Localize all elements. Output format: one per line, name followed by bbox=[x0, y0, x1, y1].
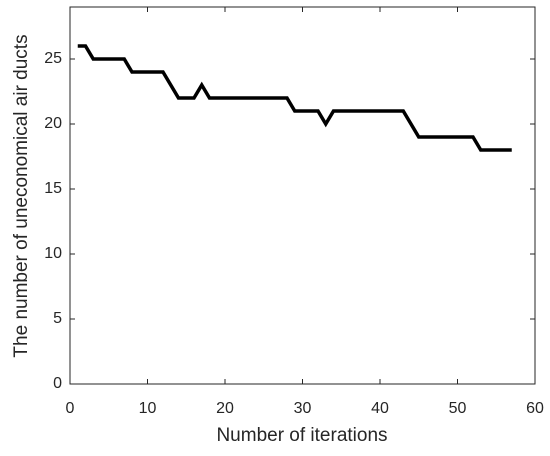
y-tick-label: 10 bbox=[44, 245, 62, 262]
y-tick-label: 20 bbox=[44, 115, 62, 132]
x-tick-label: 0 bbox=[66, 400, 75, 417]
y-tick-label: 0 bbox=[53, 375, 62, 392]
x-tick-label: 30 bbox=[294, 400, 312, 417]
x-tick-label: 40 bbox=[371, 400, 389, 417]
x-tick-label: 10 bbox=[139, 400, 157, 417]
y-tick-label: 5 bbox=[53, 310, 62, 327]
y-tick-label: 25 bbox=[44, 50, 62, 67]
y-tick-label: 15 bbox=[44, 180, 62, 197]
x-axis-label: Number of iterations bbox=[216, 425, 387, 446]
x-tick-label: 60 bbox=[526, 400, 544, 417]
y-axis-label: The number of uneconomical air ducts bbox=[11, 34, 32, 357]
x-tick-label: 20 bbox=[216, 400, 234, 417]
data-line bbox=[77, 44, 512, 152]
x-tick-label: 50 bbox=[449, 400, 467, 417]
plot-frame bbox=[69, 6, 536, 385]
